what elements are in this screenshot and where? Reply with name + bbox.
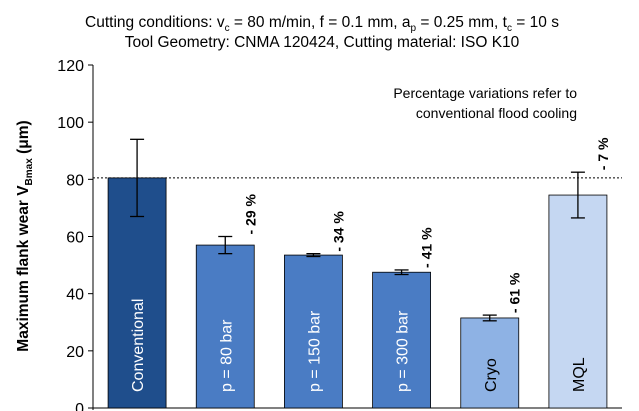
category-label: p = 300 bar [395,310,412,392]
annotation-line2: conventional flood cooling [416,105,577,121]
bar [460,317,520,409]
y-axis-label: Maximum flank wear VBmax (μm) [15,120,35,351]
y-tick-label: 80 [66,172,84,189]
percent-label: - 61 % [507,272,523,313]
annotation-line1: Percentage variations refer to [393,85,577,101]
y-tick-label: 60 [66,230,84,247]
percent-label: - 29 % [242,193,258,234]
y-tick-label: 40 [66,287,84,304]
chart-title-line1: Cutting conditions: vc = 80 m/min, f = 0… [85,14,559,34]
category-label: p = 80 bar [218,319,235,392]
category-label: Cryo [483,358,500,392]
category-label: p = 150 bar [306,310,323,392]
category-label: Conventional [130,299,147,392]
percent-label: - 34 % [330,211,346,252]
y-tick-label: 20 [66,344,84,361]
bar [284,254,343,409]
category-label: MQL [571,357,588,392]
y-tick-label: 120 [57,58,84,75]
percent-label: - 41 % [419,227,435,268]
y-tick-label: 0 [75,401,84,411]
percent-label: - 7 % [595,137,611,170]
y-tick-label: 100 [57,115,84,132]
chart-title-line2: Tool Geometry: CNMA 120424, Cutting mate… [125,34,520,51]
bar [372,271,431,409]
bar [195,244,255,409]
